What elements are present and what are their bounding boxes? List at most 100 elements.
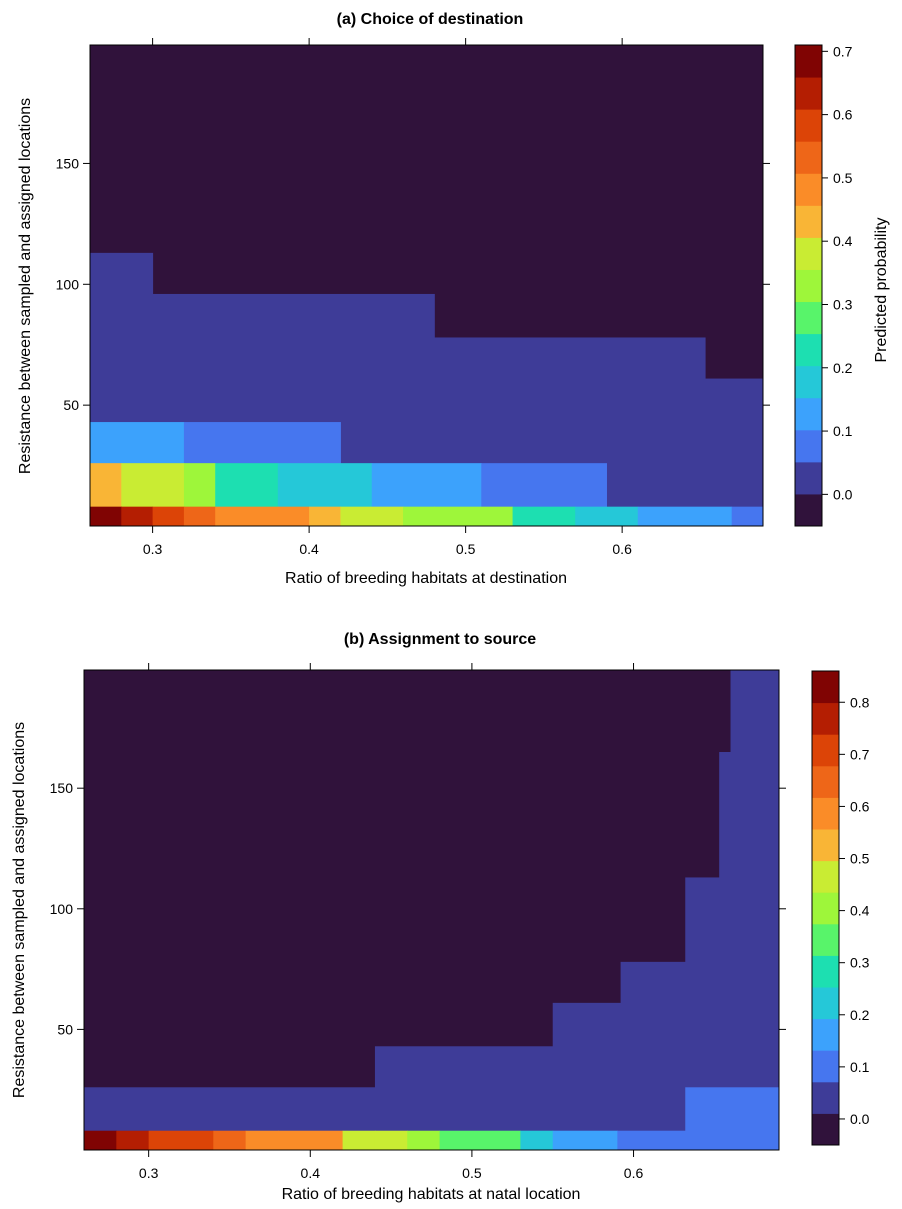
heatmap-cell (617, 1130, 715, 1151)
panel-a-frame (89, 44, 764, 527)
colorbar-tick-label: 0.4 (833, 233, 853, 249)
heatmap-cell (245, 1130, 279, 1151)
colorbar-swatch (795, 173, 822, 206)
colorbar-swatch (795, 493, 822, 527)
x-tick-label: 0.4 (301, 1165, 321, 1181)
panel-b-axes: 0.3 0.4 0.5 0.6 50 100 150 (50, 663, 786, 1181)
panel-a: (a) Choice of destination 0.3 0.4 0.5 0.6 50… (17, 11, 890, 587)
colorbar-tick-label: 0.7 (850, 746, 870, 762)
x-tick-label: 0.5 (456, 541, 476, 557)
colorbar-swatch (795, 77, 822, 110)
x-tick-label: 0.4 (299, 541, 319, 557)
colorbar-swatch (812, 955, 839, 988)
heatmap-cell (407, 1130, 441, 1151)
heatmap-cell (277, 506, 310, 527)
x-tick-label: 0.6 (612, 541, 632, 557)
heatmap-cell (84, 1130, 117, 1151)
heatmap-cell (637, 506, 733, 527)
panel-a-axes: 0.3 0.4 0.5 0.6 50 100 150 (56, 38, 770, 557)
colorbar-tick-label: 0.3 (833, 296, 853, 312)
colorbar-swatch (812, 860, 839, 893)
x-tick-label: 0.3 (143, 541, 163, 557)
heatmap-cell (714, 1130, 780, 1151)
y-tick-label: 100 (56, 276, 80, 292)
heatmap-cell (439, 1130, 521, 1151)
heatmap-cell (277, 1130, 344, 1151)
panel-b: (b) Assignment to source 0.3 0.4 0.5 0.6 50 1… (11, 631, 870, 1203)
colorbar-tick-label: 0.6 (833, 107, 853, 123)
colorbar-swatch (812, 734, 839, 767)
heatmap-cell (215, 506, 279, 527)
colorbar-swatch (812, 1081, 839, 1114)
panel-a-colorbar: 0.0 0.1 0.2 0.3 0.4 0.5 0.6 0.7 (794, 43, 853, 527)
colorbar-swatch (812, 829, 839, 862)
y-tick-label: 100 (50, 901, 74, 917)
heatmap-cell (552, 1130, 618, 1151)
y-tick-label: 150 (56, 155, 80, 171)
colorbar-swatch (812, 1113, 839, 1146)
colorbar-tick-label: 0.1 (833, 423, 853, 439)
panel-b-heatmap (84, 670, 780, 1151)
heatmap-cell (575, 506, 639, 527)
panel-a-heatmap (90, 45, 764, 527)
colorbar-swatch (812, 923, 839, 956)
panel-a-xlabel: Ratio of breeding habitats at destinatio… (285, 570, 567, 587)
heatmap-cell (520, 1130, 554, 1151)
heatmap-cell (116, 1130, 150, 1151)
colorbar-tick-label: 0.4 (850, 903, 870, 919)
colorbar-swatch (812, 765, 839, 798)
colorbar-swatch (795, 301, 822, 335)
heatmap-cell (213, 1130, 247, 1151)
heatmap-cell (512, 506, 576, 527)
colorbar-frame (794, 44, 823, 527)
colorbar-swatch (812, 892, 839, 925)
panel-a-ylabel: Resistance between sampled and assigned … (17, 98, 34, 474)
colorbar-tick-label: 0.0 (833, 486, 853, 502)
x-tick-label: 0.5 (462, 1165, 482, 1181)
heatmap-cell (705, 378, 764, 527)
colorbar-tick-label: 0.5 (833, 170, 853, 186)
colorbar-swatch (812, 797, 839, 830)
colorbar-swatch (795, 141, 822, 174)
panel-b-ylabel: Resistance between sampled and assigned … (11, 722, 28, 1098)
colorbar-tick-label: 0.3 (850, 955, 870, 971)
colorbar-tick-label: 0.7 (833, 43, 853, 59)
panel-b-xlabel: Ratio of breeding habitats at natal loca… (282, 1186, 581, 1203)
heatmap-cell (309, 506, 341, 527)
colorbar-swatch (812, 1018, 839, 1051)
colorbar-tick-label: 0.0 (850, 1111, 870, 1127)
colorbar-swatch (812, 671, 839, 704)
colorbar-swatch (812, 1050, 839, 1083)
x-tick-label: 0.6 (624, 1165, 644, 1181)
colorbar-swatch (795, 365, 822, 399)
colorbar-swatch (812, 987, 839, 1020)
y-tick-label: 50 (63, 397, 79, 413)
heatmap-cell (403, 506, 435, 527)
colorbar-tick-label: 0.2 (850, 1007, 870, 1023)
colorbar-tick-label: 0.2 (833, 360, 853, 376)
colorbar-swatch (795, 45, 822, 78)
colorbar-tick-label: 0.1 (850, 1059, 870, 1075)
colorbar-swatch (795, 333, 822, 367)
panel-a-title: (a) Choice of destination (337, 11, 524, 28)
colorbar-frame (811, 670, 840, 1146)
colorbar-swatch (795, 429, 822, 463)
heatmap-cell (121, 506, 154, 527)
colorbar-swatch (795, 397, 822, 431)
heatmap-cell (152, 506, 185, 527)
heatmap-cell (374, 1130, 408, 1151)
heatmap-cell (731, 506, 764, 527)
colorbar-tick-label: 0.5 (850, 851, 870, 867)
y-tick-label: 50 (57, 1021, 73, 1037)
heatmap-cell (90, 506, 122, 527)
colorbar-swatch (795, 237, 822, 270)
colorbar-tick-label: 0.8 (850, 694, 870, 710)
heatmap-cell (434, 506, 514, 527)
heatmap-cell (148, 1130, 214, 1151)
panel-b-frame (83, 669, 780, 1151)
panel-a-colorbar-label: Predicted probability (873, 218, 890, 363)
heatmap-cell (340, 506, 404, 527)
colorbar-tick-label: 0.6 (850, 798, 870, 814)
x-tick-label: 0.3 (139, 1165, 159, 1181)
